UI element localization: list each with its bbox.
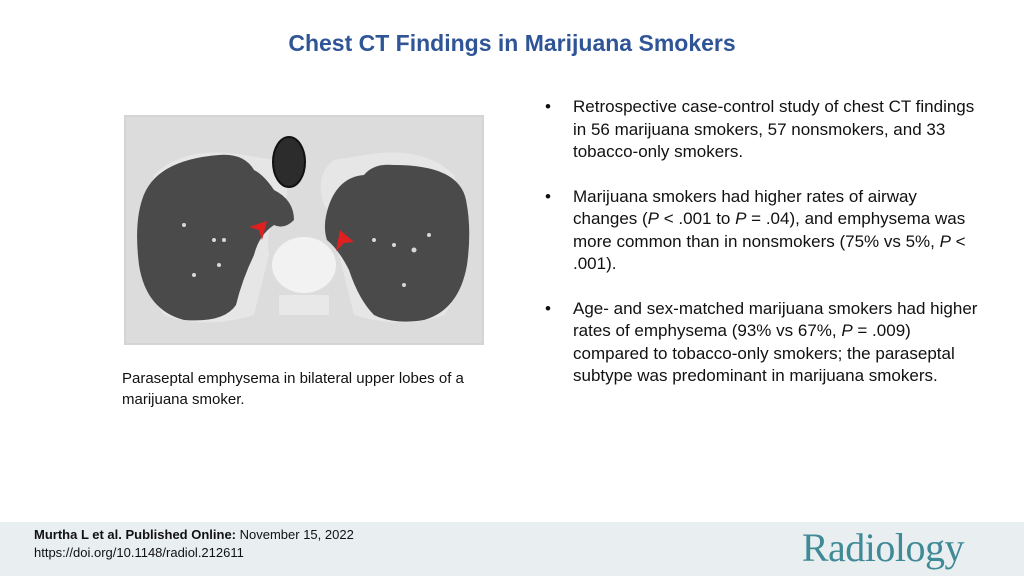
bullet-icon: • [545, 298, 551, 318]
footer: Murtha L et al. Published Online: Novemb… [0, 522, 1024, 576]
bullet-icon: • [545, 186, 551, 206]
radiology-logo: Radiology [801, 525, 965, 570]
arrowhead-right-lung [249, 221, 267, 240]
ct-image [124, 115, 484, 345]
findings-list: • Retrospective case-control study of che… [545, 96, 985, 410]
slide-title: Chest CT Findings in Marijuana Smokers [288, 30, 736, 56]
bullet-icon: • [545, 97, 551, 116]
figure-caption: Paraseptal emphysema in bilateral upper … [122, 370, 464, 408]
bullet-airway-changes: • Marijuana smokers had higher rates of a… [545, 186, 966, 274]
arrowhead-left-lung [336, 230, 354, 251]
citation: Murtha L et al. Published Online: Novemb… [34, 527, 354, 560]
bullet-matched-comparison: • Age- and sex-matched marijuana smokers … [545, 298, 978, 386]
doi-link[interactable]: https://doi.org/10.1148/radiol.212611 [34, 545, 244, 560]
bullet-study-design: • Retrospective case-control study of che… [545, 97, 975, 161]
